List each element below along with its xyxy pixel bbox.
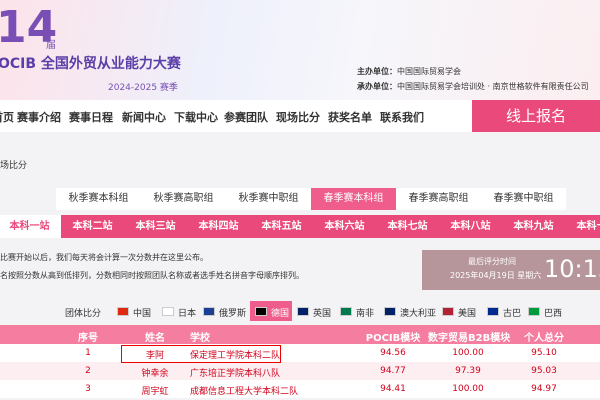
- group-tab[interactable]: 秋季赛高职组: [141, 188, 226, 210]
- table-row: [0, 362, 600, 380]
- host-label: 主办单位：: [357, 67, 397, 76]
- country-tab[interactable]: 澳大利亚: [400, 309, 437, 319]
- table-cell: 成都信息工程大学本科二队: [190, 387, 299, 397]
- nav-item[interactable]: 下载中心: [174, 111, 218, 124]
- station-tab[interactable]: 本科九站: [513, 221, 554, 232]
- edition-unit: 届: [46, 40, 56, 51]
- table-cell: 94.56: [380, 348, 406, 358]
- nav-item[interactable]: 获奖名单: [328, 111, 372, 124]
- table-cell: 95.10: [531, 348, 557, 358]
- station-tab[interactable]: 本科六站: [324, 221, 365, 232]
- table-cell: 100.00: [452, 348, 484, 358]
- table-row: [0, 344, 600, 362]
- station-tab[interactable]: 本科八站: [450, 221, 491, 232]
- nav-item[interactable]: 赛事介绍: [17, 111, 61, 124]
- nav-item[interactable]: 首页: [0, 111, 14, 124]
- flag-icon: [487, 307, 499, 316]
- organizer-value: 中国国际贸易学会培训处 · 南京世格软件有限责任公司: [397, 82, 589, 91]
- country-active: [250, 301, 292, 321]
- edition: 14: [0, 2, 58, 53]
- nav-item[interactable]: 联系我们: [380, 111, 424, 124]
- table-cell: 94.77: [380, 366, 406, 376]
- station-tab[interactable]: 本科五站: [261, 221, 302, 232]
- score-time-label: 最后评分时间: [468, 257, 516, 266]
- country-tab[interactable]: 古巴: [503, 309, 522, 319]
- column-header: POCIB模块: [365, 333, 421, 344]
- country-tab[interactable]: 日本: [178, 309, 197, 319]
- group-tab[interactable]: 春季赛中职组: [481, 188, 566, 210]
- score-time-box: 最后评分时间 2025年04月19日 星期六 10:15: [422, 250, 600, 290]
- table-cell: 广东培正学院本科八队: [190, 369, 281, 379]
- group-tab[interactable]: 春季赛本科组: [311, 188, 396, 210]
- country-tab[interactable]: 美国: [458, 309, 477, 319]
- flag-icon: [162, 307, 174, 316]
- flag-icon: [117, 307, 129, 316]
- country-tab[interactable]: 南非: [356, 309, 375, 319]
- country-label: 团体比分: [65, 309, 102, 319]
- station-tab[interactable]: 本科三站: [135, 221, 176, 232]
- group-tab[interactable]: 春季赛高职组: [396, 188, 481, 210]
- station-tab[interactable]: 本科一站: [0, 215, 61, 238]
- note: 比赛开始以后，我们每天将会计算一次分数并在这里公布。: [0, 253, 208, 262]
- group-tab[interactable]: 秋季赛中职组: [226, 188, 311, 210]
- flag-icon: [203, 307, 215, 316]
- flag-icon: [442, 307, 454, 316]
- table-cell: 钟幸余: [141, 369, 169, 379]
- country-tab[interactable]: 中国: [133, 309, 152, 319]
- column-header: 姓名: [145, 333, 165, 344]
- table-cell: 97.39: [455, 366, 481, 376]
- country-tab[interactable]: 英国: [313, 309, 332, 319]
- table-cell: 3: [85, 384, 91, 394]
- station-tab[interactable]: 本科十站: [576, 221, 600, 232]
- table-cell: 2: [85, 366, 91, 376]
- column-header: 数字贸易B2B模块: [428, 333, 511, 344]
- organizer: 承办单位：中国国际贸易学会培训处 · 南京世格软件有限责任公司: [357, 81, 589, 92]
- country-tab[interactable]: 德国: [271, 309, 290, 319]
- group-tab[interactable]: 秋季赛本科组: [56, 188, 141, 210]
- contest-title: OCIB 全国外贸从业能力大赛: [0, 56, 181, 72]
- table-cell: 94.41: [380, 384, 406, 394]
- signup-button[interactable]: 线上报名: [472, 100, 600, 132]
- flag-icon: [297, 307, 309, 316]
- flag-icon: [255, 307, 267, 316]
- nav-item[interactable]: 赛事日程: [69, 111, 113, 124]
- table-cell: 李阿: [145, 351, 164, 361]
- table-row: [0, 380, 600, 398]
- flag-icon: [528, 307, 540, 316]
- table-cell: 94.97: [531, 384, 557, 394]
- table-header: [0, 325, 600, 344]
- table-cell: 100.00: [452, 384, 484, 394]
- flag-icon: [384, 307, 396, 316]
- country-tab[interactable]: 俄罗斯: [219, 309, 247, 319]
- column-header: 个人总分: [524, 333, 564, 344]
- station-tab[interactable]: 本科二站: [72, 221, 113, 232]
- breadcrumb: 场比分: [0, 161, 28, 171]
- table-cell: 保定理工学院本科二队: [190, 351, 281, 361]
- table-cell: 周宇虹: [141, 387, 169, 397]
- column-header: 序号: [78, 333, 98, 344]
- nav-item[interactable]: 参赛团队: [224, 111, 268, 124]
- flag-icon: [340, 307, 352, 316]
- table-cell: 95.03: [531, 366, 557, 376]
- nav-item[interactable]: 新闻中心: [122, 111, 166, 124]
- host-value: 中国国际贸易学会: [397, 67, 461, 76]
- country-tab[interactable]: 巴西: [544, 309, 563, 319]
- banner: [0, 0, 600, 100]
- station-tab[interactable]: 本科四站: [198, 221, 239, 232]
- station-tab[interactable]: 本科七站: [387, 221, 428, 232]
- table-cell: 1: [85, 348, 91, 358]
- season: 2024-2025 赛季: [108, 83, 178, 93]
- column-header: 学校: [190, 333, 210, 344]
- score-time-date: 2025年04月19日 星期六: [450, 271, 542, 280]
- score-time-clock: 10:15: [544, 255, 600, 283]
- station-bar: [0, 215, 600, 238]
- highlight-box: [121, 345, 281, 363]
- host: 主办单位：中国国际贸易学会: [357, 66, 461, 77]
- organizer-label: 承办单位：: [357, 82, 397, 91]
- nav-item[interactable]: 现场比分: [276, 111, 320, 124]
- note: 名按照分数从高到低排列，分数相同时按照团队名称或者选手姓名拼音字母顺序排列。: [0, 271, 304, 280]
